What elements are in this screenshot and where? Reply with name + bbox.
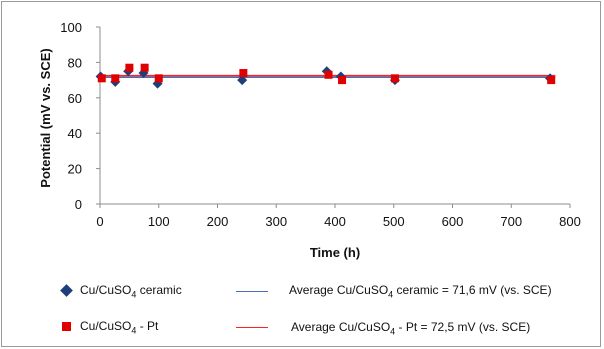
legend-pt-label: Cu/CuSO4 - Pt (80, 319, 159, 336)
legend-pt-marker (62, 322, 71, 331)
data-point-pt (390, 74, 399, 83)
data-point-pt (140, 63, 149, 72)
data-point-pt (125, 63, 134, 72)
x-tick-label: 600 (442, 214, 464, 229)
tick-labels: 0 20 40 60 80 100 0 100 200 300 400 500 600 700 800 (60, 20, 581, 229)
x-tick-label: 400 (324, 214, 346, 229)
data-point-pt (324, 70, 333, 79)
data-point-pt (338, 76, 347, 85)
axes (96, 26, 571, 208)
data-points (95, 63, 556, 89)
data-point-pt (154, 74, 163, 83)
y-tick-label: 20 (68, 162, 82, 177)
legend-avg-pt-line (236, 327, 268, 328)
legend-avg-ceramic-line (236, 291, 268, 292)
x-tick-label: 800 (559, 214, 581, 229)
x-tick-label: 0 (96, 214, 103, 229)
x-tick-label: 500 (383, 214, 405, 229)
legend-avg-ceramic-label: Average Cu/CuSO4 ceramic = 71,6 mV (vs. … (289, 283, 552, 300)
y-tick-label: 40 (68, 126, 82, 141)
x-tick-label: 200 (207, 214, 229, 229)
x-tick-label: 300 (265, 214, 287, 229)
data-point-ceramic (237, 75, 248, 86)
data-point-pt (547, 76, 556, 85)
y-tick-label: 0 (75, 197, 82, 212)
x-tick-label: 100 (148, 214, 170, 229)
data-point-pt (111, 74, 120, 83)
data-point-pt (239, 69, 248, 78)
legend-avg-pt-label: Average Cu/CuSO4 - Pt = 72,5 mV (vs. SCE… (291, 320, 531, 337)
y-tick-label: 100 (60, 20, 82, 35)
y-tick-label: 60 (68, 91, 82, 106)
data-point-pt (97, 74, 106, 83)
y-tick-label: 80 (68, 55, 82, 70)
y-axis-title: Potential (mV vs. SCE) (38, 48, 53, 187)
x-axis-title: Time (h) (310, 245, 360, 260)
x-tick-label: 700 (500, 214, 522, 229)
legend-ceramic-label: Cu/CuSO4 ceramic (80, 283, 182, 300)
